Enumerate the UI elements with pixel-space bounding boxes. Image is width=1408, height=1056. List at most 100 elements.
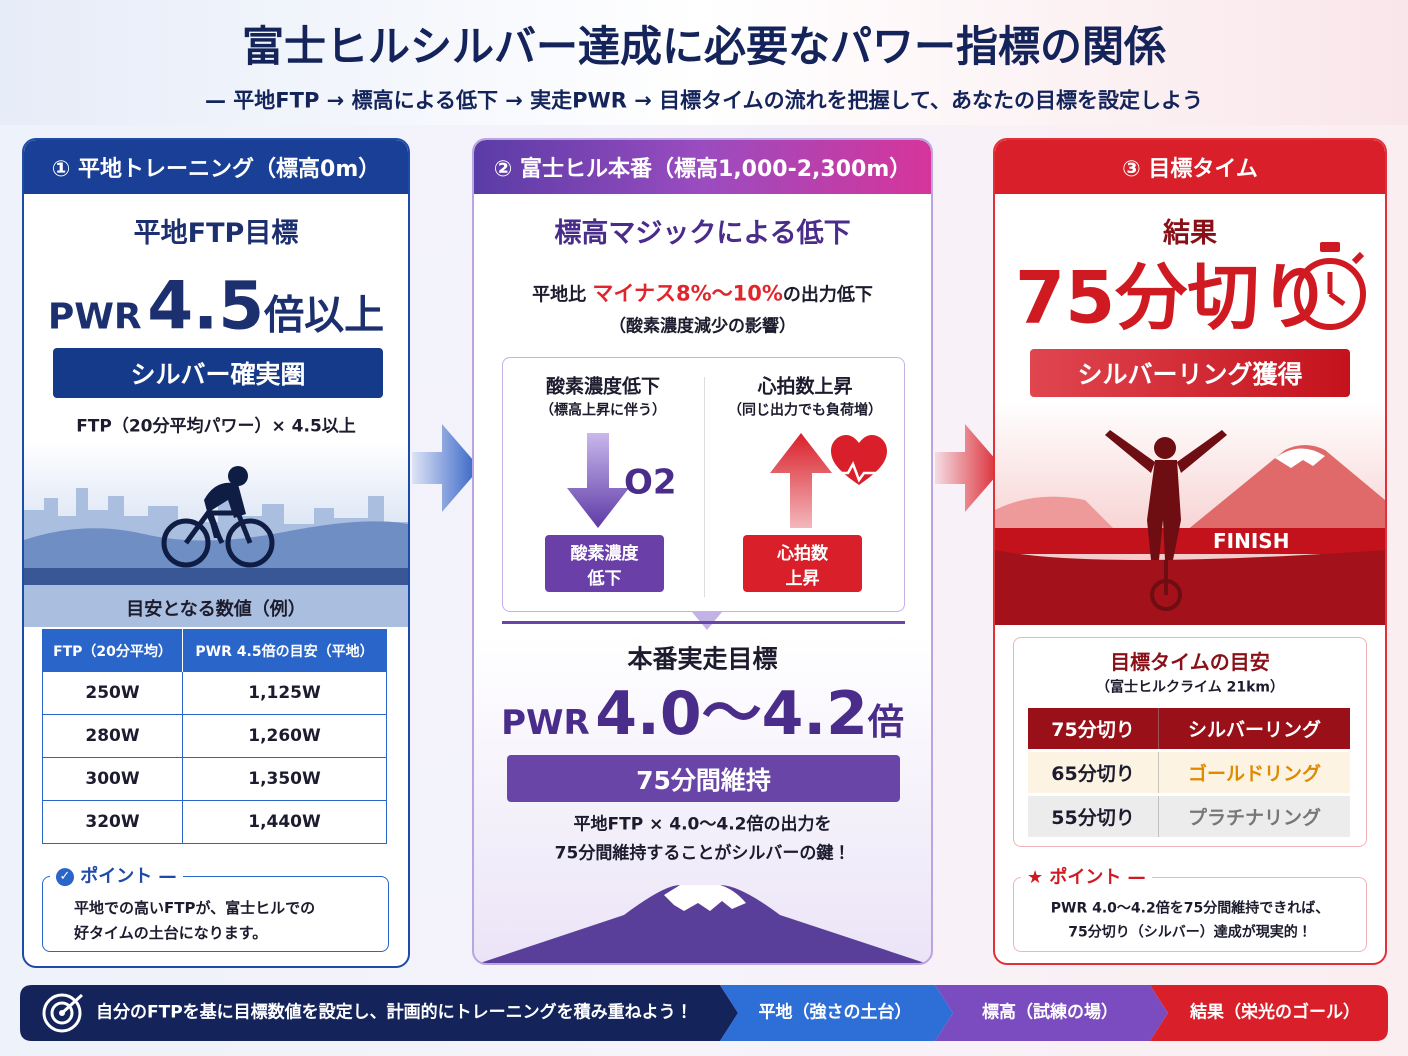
time-cell: 65分切り bbox=[1051, 763, 1135, 785]
decoration bbox=[1294, 258, 1366, 330]
pwr-suffix: 倍以上 bbox=[264, 292, 385, 339]
middle-line: 平地FTP × 4.0〜4.2倍の出力を bbox=[573, 814, 832, 835]
middle-badge: 75分間維持 bbox=[507, 755, 900, 802]
decoration bbox=[836, 461, 880, 483]
factor-title: 心拍数上昇 bbox=[757, 375, 853, 398]
ftp-table: FTP（20分平均） PWR 4.5倍の目安（平地） 250W 1,125W 280… bbox=[42, 629, 387, 844]
desc-text: 平地比 bbox=[532, 284, 587, 306]
banner-text: FINISH bbox=[1213, 529, 1290, 553]
table-title: 目安となる数値（例） bbox=[126, 599, 306, 621]
badge-line: 低下 bbox=[587, 568, 622, 589]
table-cell: 280W bbox=[85, 726, 140, 746]
left-point-title: ✓ ポイント — bbox=[50, 867, 183, 887]
decoration bbox=[50, 1001, 74, 1025]
decoration bbox=[935, 985, 1168, 1041]
right-value: 75分切り bbox=[1015, 255, 1332, 340]
left-panel: ① 平地トレーニング（標高0m） 平地FTP目標 PWR 4.5倍以上 シルバー… bbox=[22, 138, 410, 968]
decoration bbox=[1105, 430, 1227, 560]
middle-title: 標高マジックによる低下 bbox=[554, 218, 851, 250]
left-note: FTP（20分平均パワー）× 4.5以上 bbox=[76, 416, 356, 437]
decoration bbox=[664, 885, 746, 911]
fuji-illustration bbox=[480, 885, 925, 963]
left-label: 平地FTP目標 bbox=[133, 218, 299, 250]
footer-step: 平地（強さの土台） bbox=[758, 1002, 912, 1023]
decoration bbox=[24, 568, 408, 585]
decoration bbox=[720, 985, 953, 1041]
table-cell: 1,260W bbox=[182, 714, 387, 758]
cyclist-illustration bbox=[24, 440, 408, 627]
table-cell: 1,440W bbox=[182, 800, 387, 844]
factor-sub: （標高上昇に伴う） bbox=[540, 402, 666, 419]
decoration bbox=[1150, 560, 1182, 611]
middle-desc-note: （酸素濃度減少の影響） bbox=[609, 316, 796, 337]
left-badge: シルバー確実圏 bbox=[53, 348, 383, 398]
decoration bbox=[42, 993, 82, 1033]
time-table-title: 目標タイムの目安 bbox=[1110, 650, 1270, 674]
stopwatch-icon bbox=[1294, 242, 1366, 330]
middle-label: 本番実走目標 bbox=[627, 644, 778, 674]
point-line: 75分切り（シルバー）達成が現実的！ bbox=[1068, 924, 1312, 941]
point-title: ポイント bbox=[80, 866, 153, 888]
column-header: PWR 4.5倍の目安（平地） bbox=[182, 629, 387, 672]
decoration bbox=[1154, 437, 1176, 459]
ring-cell: ゴールドリング bbox=[1158, 752, 1350, 793]
decoration bbox=[935, 424, 1003, 512]
table-row: 250W 1,125W bbox=[42, 671, 387, 715]
time-cell: 75分切り bbox=[1051, 719, 1135, 741]
subtitle: — 平地FTP → 標高による低下 → 実走PWR → 目標タイムの流れを把握し… bbox=[204, 88, 1204, 113]
decoration bbox=[204, 466, 248, 538]
right-point-title: ★ ポイント — bbox=[1021, 868, 1152, 888]
table-cell: 1,350W bbox=[182, 757, 387, 801]
decoration bbox=[1351, 251, 1365, 265]
decoration bbox=[1275, 448, 1325, 468]
decoration bbox=[995, 550, 1385, 625]
decoration: 250W 1,125W 280W 1,260W 300W 1,350W 320W 1,440W bbox=[42, 671, 387, 844]
middle-desc: 平地比 マイナス8%〜10%の出力低下 bbox=[474, 282, 931, 305]
ring-cell: プラチナリング bbox=[1158, 796, 1350, 837]
right-heading: ③ 目標タイム bbox=[995, 140, 1385, 194]
decoration bbox=[1327, 272, 1346, 307]
time-row: 75分切り シルバーリング bbox=[1028, 708, 1350, 749]
pwr-prefix: PWR bbox=[47, 296, 142, 338]
table-row: 300W 1,350W bbox=[42, 757, 387, 801]
pwr-prefix: PWR bbox=[501, 703, 590, 743]
left-heading: ① 平地トレーニング（標高0m） bbox=[24, 140, 408, 194]
point-line: PWR 4.0〜4.2倍を75分間維持できれば、 bbox=[1050, 900, 1330, 917]
decoration bbox=[228, 466, 248, 486]
decoration bbox=[42, 993, 82, 1033]
divider bbox=[704, 377, 705, 597]
decoration: ✓ bbox=[56, 868, 74, 887]
middle-panel: ② 富士ヒル本番（標高1,000-2,300m） 標高マジックによる低下 平地比… bbox=[472, 138, 933, 965]
factor-sub: （同じ出力でも負荷増） bbox=[728, 402, 882, 419]
decoration: FTP（20分平均） PWR 4.5倍の目安（平地） bbox=[42, 629, 387, 672]
time-table-sub: （富士ヒルクライム 21km） bbox=[1096, 679, 1284, 696]
table-row: 280W 1,260W bbox=[42, 714, 387, 758]
left-point-box bbox=[42, 876, 389, 952]
decoration bbox=[480, 885, 925, 963]
decoration bbox=[225, 518, 275, 568]
decoration bbox=[770, 433, 832, 528]
desc-highlight: マイナス8%〜10% bbox=[592, 281, 783, 306]
column-header: FTP（20分平均） bbox=[53, 643, 172, 660]
table-row: 320W 1,440W bbox=[42, 800, 387, 844]
decoration bbox=[1150, 985, 1388, 1041]
table-cell: 1,125W bbox=[182, 671, 387, 715]
factor-badge: 心拍数 上昇 bbox=[743, 535, 862, 592]
footer-step: 標高（試練の場） bbox=[982, 1002, 1118, 1023]
time-cell: 55分切り bbox=[1051, 807, 1135, 829]
footer-step: 結果（栄光のゴール） bbox=[1190, 1002, 1360, 1023]
table-header: FTP（20分平均） PWR 4.5倍の目安（平地） bbox=[42, 629, 387, 672]
factor-title: 酸素濃度低下 bbox=[545, 375, 660, 398]
pwr-suffix: 倍 bbox=[867, 702, 904, 743]
decoration bbox=[60, 993, 84, 1015]
badge-line: 上昇 bbox=[785, 568, 820, 589]
middle-line: 75分間維持することがシルバーの鍵！ bbox=[554, 843, 851, 864]
title: 富士ヒルシルバー達成に必要なパワー指標の関係 bbox=[241, 21, 1166, 71]
right-badge: シルバーリング獲得 bbox=[1030, 349, 1350, 397]
footer-message: 自分のFTPを基に目標数値を設定し、計画的にトレーニングを積み重ねよう！ bbox=[96, 1002, 693, 1023]
middle-heading: ② 富士ヒル本番（標高1,000-2,300m） bbox=[474, 140, 931, 194]
decoration bbox=[502, 621, 905, 624]
